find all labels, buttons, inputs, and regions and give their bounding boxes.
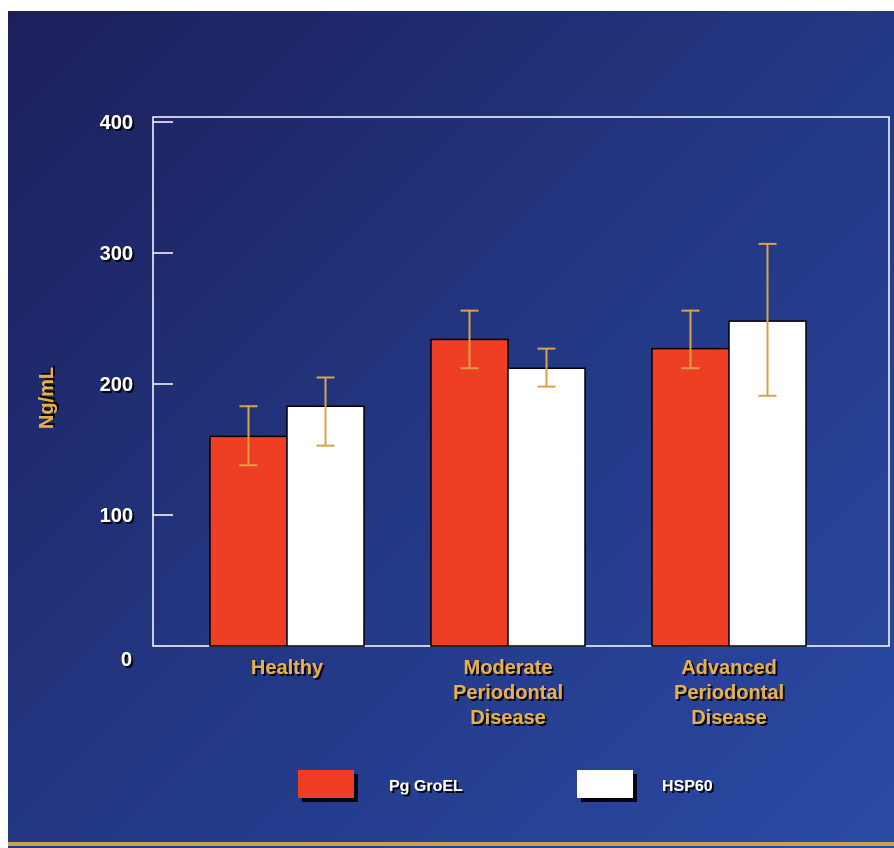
legend-swatch-pg-groel <box>298 770 354 798</box>
x-axis-labels: Healthy Moderate Periodontal Disease Advance… <box>251 657 784 729</box>
x-category-label: Periodontal <box>453 682 563 704</box>
y-tick-label: 300 <box>100 243 133 265</box>
x-category-label: Disease <box>470 707 546 729</box>
x-category-label: Healthy <box>251 657 324 679</box>
legend: Pg GroEL HSP60 <box>298 770 713 798</box>
y-tick-label: 0 <box>121 649 132 671</box>
y-tick-label: 400 <box>100 112 133 134</box>
x-category-label: Periodontal <box>674 682 784 704</box>
bar-pg-groel-1 <box>430 338 509 647</box>
bar-chart: 0 100 200 300 400 Healthy Moderate Periodontal… <box>36 112 890 798</box>
legend-label: Pg GroEL <box>389 778 463 795</box>
legend-swatch-hsp60 <box>577 770 633 798</box>
x-category-label: Disease <box>691 707 767 729</box>
bar-pg-groel-2 <box>651 347 730 647</box>
x-category-label: Advanced <box>681 657 777 679</box>
bar-hsp60-1 <box>507 367 586 647</box>
y-axis: 0 100 200 300 400 <box>100 112 173 671</box>
bars-group <box>209 320 807 647</box>
bottom-divider <box>8 842 894 846</box>
legend-label: HSP60 <box>662 778 713 795</box>
y-tick-label: 200 <box>100 374 133 396</box>
error-bars-group <box>239 242 777 467</box>
bar-pg-groel-0 <box>209 435 288 647</box>
y-tick-label: 100 <box>100 505 133 527</box>
slide-background: 0 100 200 300 400 Healthy Moderate Periodontal… <box>8 11 894 848</box>
x-category-label: Moderate <box>464 657 553 679</box>
y-axis-title: Ng/mL <box>36 367 58 429</box>
